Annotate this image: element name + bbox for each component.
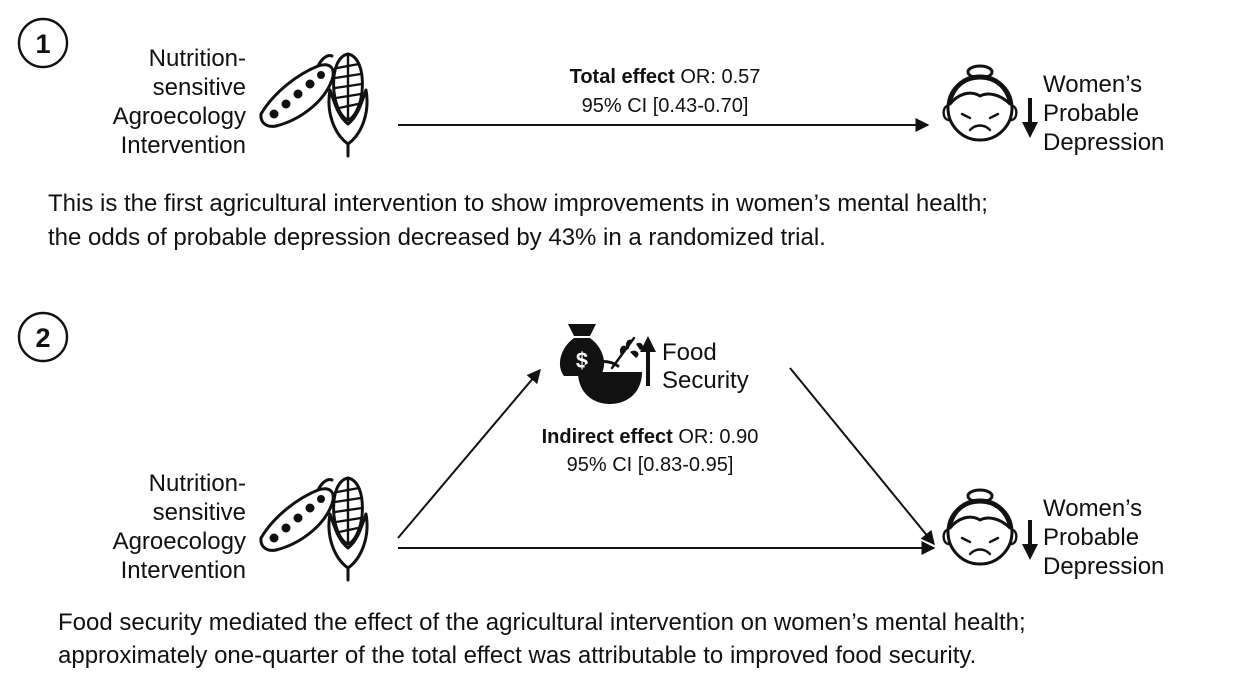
- panel-2-path-a-arrow: [397, 368, 541, 539]
- panel-1-source-line: Intervention: [121, 132, 246, 159]
- panel-1: 1 Nutrition- sensitive Agroecology Inter…: [17, 17, 1164, 251]
- panel-2-caption-line: approximately one-quarter of the total e…: [58, 642, 976, 669]
- panel-1-source-label: Nutrition- sensitive Agroecology Interve…: [113, 45, 246, 159]
- panel-2-mediator-line: Food: [662, 339, 717, 366]
- panel-1-outcome-line: Women’s: [1043, 71, 1142, 98]
- panel-1-source-line: Nutrition-: [149, 45, 246, 72]
- panel-2-source-line: Intervention: [121, 557, 246, 584]
- panel-2-mediator-line: Security: [662, 367, 749, 394]
- panel-2-number-circle: [17, 311, 69, 363]
- panel-2-caption-line: Food security mediated the effect of the…: [58, 609, 1026, 636]
- panel-1-outcome-line: Probable: [1043, 100, 1139, 127]
- panel-1-caption-line: This is the first agricultural intervent…: [48, 190, 988, 217]
- panel-2-source-line: sensitive: [153, 499, 246, 526]
- panel-1-outcome-label: Women’s Probable Depression: [1043, 71, 1164, 156]
- panel-2-number: 2: [35, 323, 50, 353]
- panel-1-effect-label: Total effect OR: 0.57: [570, 66, 761, 88]
- panel-2-outcome-label: Women’s Probable Depression: [1043, 495, 1164, 580]
- panel-1-outcome-line: Depression: [1043, 129, 1164, 156]
- panel-1-source-line: sensitive: [153, 74, 246, 101]
- panel-2-effect-label: Indirect effect OR: 0.90: [542, 426, 759, 448]
- panel-2-outcome-line: Probable: [1043, 524, 1139, 551]
- panel-2-source-label: Nutrition- sensitive Agroecology Interve…: [113, 470, 246, 584]
- panel-2-outcome-line: Depression: [1043, 553, 1164, 580]
- money-bag-and-grain-bowl-icon: [558, 322, 645, 406]
- panel-2: 2 Food Security Indirect effect OR: 0.90…: [17, 311, 1164, 669]
- panel-1-effect-ci: 95% CI [0.43-0.70]: [582, 95, 749, 117]
- panel-1-number-circle: [17, 17, 69, 69]
- panel-1-caption-line: the odds of probable depression decrease…: [48, 224, 826, 251]
- panel-2-effect-ci: 95% CI [0.83-0.95]: [567, 454, 734, 476]
- pea-pod-and-corn-icon: [259, 52, 369, 158]
- sad-woman-face-icon: [942, 64, 1018, 142]
- panel-2-path-b-arrow: [789, 367, 935, 546]
- panel-2-source-line: Nutrition-: [149, 470, 246, 497]
- sad-woman-face-icon: [942, 488, 1018, 566]
- panel-1-source-line: Agroecology: [113, 103, 246, 130]
- panel-2-source-line: Agroecology: [113, 528, 246, 555]
- panel-2-mediator-label: Food Security: [662, 339, 749, 394]
- panel-1-number: 1: [35, 29, 50, 59]
- pea-pod-and-corn-icon: [259, 476, 369, 582]
- panel-2-outcome-line: Women’s: [1043, 495, 1142, 522]
